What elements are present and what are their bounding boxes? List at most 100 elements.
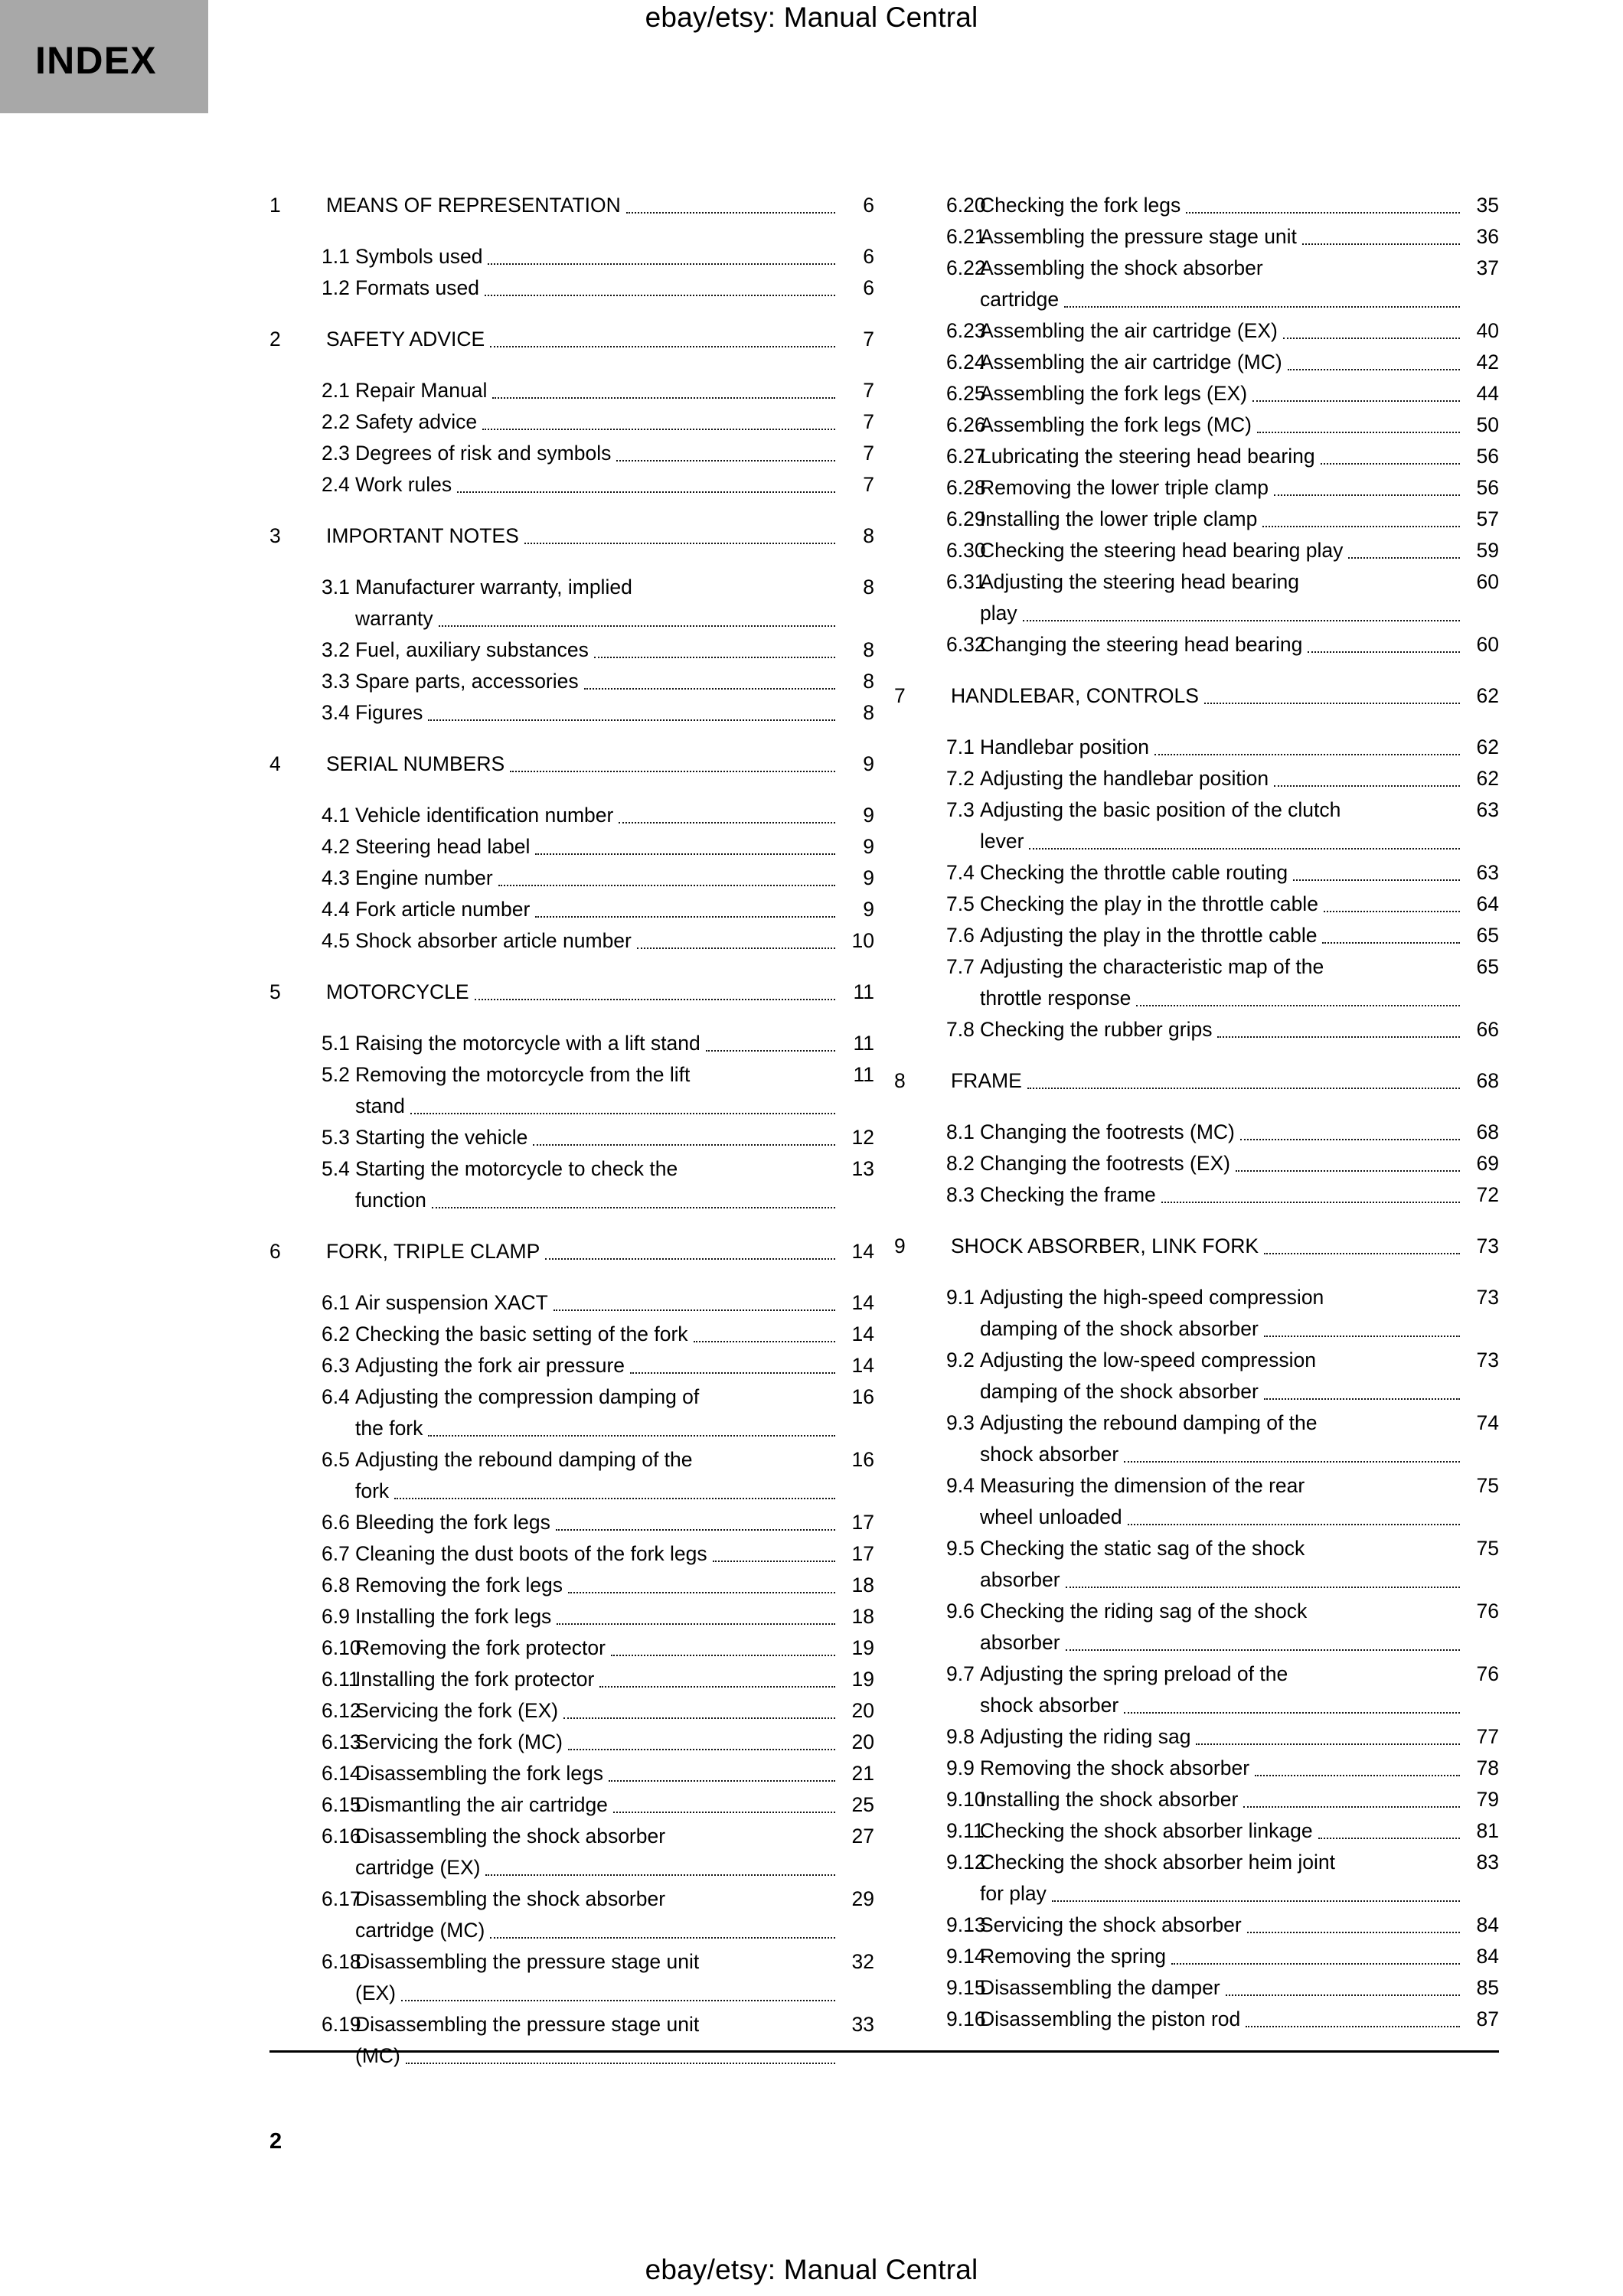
toc-entry[interactable]: 4.4 Fork article number 9 [269, 894, 874, 925]
toc-entry[interactable]: 9.11 Checking the shock absorber linkage 8… [894, 1815, 1499, 1847]
toc-entry[interactable]: 6.2 Checking the basic setting of the for… [269, 1319, 874, 1350]
toc-entry[interactable]: 6.5 Adjusting the rebound damping of the f… [269, 1444, 874, 1507]
toc-entry[interactable]: 6.4 Adjusting the compression damping of t… [269, 1381, 874, 1444]
toc-entry[interactable]: 7.2 Adjusting the handlebar position 62 [894, 763, 1499, 794]
toc-entry[interactable]: 9.7 Adjusting the spring preload of the sh… [894, 1658, 1499, 1721]
toc-entry-title: Safety advice [355, 410, 478, 433]
toc-entry[interactable]: 9.5 Checking the static sag of the shock a… [894, 1533, 1499, 1596]
toc-entry[interactable]: 5 MOTORCYCLE 11 [269, 977, 874, 1008]
toc-entry-page: 83 [1476, 1851, 1499, 1874]
toc-entry[interactable]: 2.2 Safety advice 7 [269, 406, 874, 438]
toc-leader-dots [1308, 651, 1460, 653]
toc-entry[interactable]: 9.13 Servicing the shock absorber 84 [894, 1910, 1499, 1941]
toc-entry[interactable]: 9.12 Checking the shock absorber heim joi… [894, 1847, 1499, 1910]
toc-entry[interactable]: 4.2 Steering head label 9 [269, 831, 874, 863]
toc-entry[interactable]: 7.5 Checking the play in the throttle cab… [894, 889, 1499, 920]
toc-entry[interactable]: 6.9 Installing the fork legs 18 [269, 1601, 874, 1632]
toc-leader-dots [1274, 494, 1460, 496]
toc-entry[interactable]: 9.15 Disassembling the damper 85 [894, 1972, 1499, 2004]
toc-entry[interactable]: 7.8 Checking the rubber grips 66 [894, 1014, 1499, 1045]
toc-entry[interactable]: 6.23 Assembling the air cartridge (EX) 40 [894, 315, 1499, 347]
toc-entry[interactable]: 2.1 Repair Manual 7 [269, 375, 874, 406]
toc-entry[interactable]: 3.3 Spare parts, accessories 8 [269, 666, 874, 697]
toc-entry[interactable]: 6.18 Disassembling the pressure stage uni… [269, 1946, 874, 2009]
toc-entry[interactable]: 2 SAFETY ADVICE 7 [269, 324, 874, 355]
toc-entry[interactable]: 6.8 Removing the fork legs 18 [269, 1570, 874, 1601]
toc-entry[interactable]: 2.3 Degrees of risk and symbols 7 [269, 438, 874, 469]
toc-entry[interactable]: 3 IMPORTANT NOTES 8 [269, 520, 874, 552]
toc-entry[interactable]: 6.12 Servicing the fork (EX) 20 [269, 1695, 874, 1727]
toc-entry-title-cont: lever [980, 830, 1024, 853]
toc-entry[interactable]: 6.19 Disassembling the pressure stage uni… [269, 2009, 874, 2072]
toc-entry[interactable]: 3.1 Manufacturer warranty, implied warrant… [269, 572, 874, 634]
toc-entry[interactable]: 9.14 Removing the spring 84 [894, 1941, 1499, 1972]
toc-entry[interactable]: 4.5 Shock absorber article number 10 [269, 925, 874, 957]
toc-entry-body: Bleeding the fork legs [355, 1507, 841, 1538]
toc-entry[interactable]: 2.4 Work rules 7 [269, 469, 874, 501]
toc-entry[interactable]: 1.2 Formats used 6 [269, 272, 874, 304]
toc-entry[interactable]: 3.2 Fuel, auxiliary substances 8 [269, 634, 874, 666]
toc-entry[interactable]: 6.21 Assembling the pressure stage unit 36 [894, 221, 1499, 253]
toc-entry[interactable]: 4 SERIAL NUMBERS 9 [269, 748, 874, 780]
toc-entry[interactable]: 8.2 Changing the footrests (EX) 69 [894, 1148, 1499, 1179]
toc-entry[interactable]: 6.20 Checking the fork legs 35 [894, 190, 1499, 221]
toc-entry[interactable]: 6.13 Servicing the fork (MC) 20 [269, 1727, 874, 1758]
toc-entry[interactable]: 6 FORK, TRIPLE CLAMP 14 [269, 1236, 874, 1267]
toc-entry-title: Checking the shock absorber heim joint [980, 1851, 1335, 1874]
toc-entry-body: Repair Manual [355, 375, 841, 406]
toc-entry[interactable]: 6.25 Assembling the fork legs (EX) 44 [894, 378, 1499, 409]
toc-entry[interactable]: 6.11 Installing the fork protector 19 [269, 1664, 874, 1695]
toc-entry[interactable]: 7.7 Adjusting the characteristic map of t… [894, 951, 1499, 1014]
toc-entry[interactable]: 6.24 Assembling the air cartridge (MC) 42 [894, 347, 1499, 378]
toc-entry[interactable]: 6.3 Adjusting the fork air pressure 14 [269, 1350, 874, 1381]
toc-entry[interactable]: 9.10 Installing the shock absorber 79 [894, 1784, 1499, 1815]
toc-entry[interactable]: 6.27 Lubricating the steering head bearin… [894, 441, 1499, 472]
toc-entry[interactable]: 4.3 Engine number 9 [269, 863, 874, 894]
toc-entry[interactable]: 6.29 Installing the lower triple clamp 57 [894, 504, 1499, 535]
toc-entry[interactable]: 6.6 Bleeding the fork legs 17 [269, 1507, 874, 1538]
toc-entry[interactable]: 9 SHOCK ABSORBER, LINK FORK 73 [894, 1231, 1499, 1262]
toc-entry[interactable]: 7.4 Checking the throttle cable routing 63 [894, 857, 1499, 889]
toc-leader-dots [438, 625, 835, 627]
toc-entry[interactable]: 6.10 Removing the fork protector 19 [269, 1632, 874, 1664]
toc-entry[interactable]: 6.1 Air suspension XACT 14 [269, 1287, 874, 1319]
toc-entry[interactable]: 9.4 Measuring the dimension of the rear wh… [894, 1470, 1499, 1533]
toc-entry[interactable]: 9.16 Disassembling the piston rod 87 [894, 2004, 1499, 2035]
toc-entry[interactable]: 5.4 Starting the motorcycle to check the f… [269, 1153, 874, 1216]
toc-entry[interactable]: 5.1 Raising the motorcycle with a lift st… [269, 1028, 874, 1059]
toc-entry[interactable]: 9.1 Adjusting the high-speed compression d… [894, 1282, 1499, 1345]
toc-entry-title: Lubricating the steering head bearing [980, 445, 1315, 468]
toc-entry[interactable]: 7.6 Adjusting the play in the throttle ca… [894, 920, 1499, 951]
toc-entry[interactable]: 9.2 Adjusting the low-speed compression da… [894, 1345, 1499, 1407]
toc-entry-number: 6.17 [322, 1887, 361, 1910]
toc-entry[interactable]: 6.22 Assembling the shock absorber cartrid… [894, 253, 1499, 315]
toc-entry[interactable]: 6.17 Disassembling the shock absorber cart… [269, 1883, 874, 1946]
toc-entry-number: 6.19 [322, 2013, 361, 2036]
toc-entry[interactable]: 6.15 Dismantling the air cartridge 25 [269, 1789, 874, 1821]
toc-entry[interactable]: 5.3 Starting the vehicle 12 [269, 1122, 874, 1153]
toc-entry[interactable]: 6.26 Assembling the fork legs (MC) 50 [894, 409, 1499, 441]
toc-entry-title: Steering head label [355, 835, 531, 858]
toc-entry[interactable]: 6.31 Adjusting the steering head bearing p… [894, 566, 1499, 629]
toc-entry[interactable]: 9.9 Removing the shock absorber 78 [894, 1753, 1499, 1784]
toc-entry[interactable]: 1 MEANS OF REPRESENTATION 6 [269, 190, 874, 221]
toc-entry[interactable]: 8 FRAME 68 [894, 1065, 1499, 1097]
toc-entry[interactable]: 4.1 Vehicle identification number 9 [269, 800, 874, 831]
toc-entry[interactable]: 6.32 Changing the steering head bearing 60 [894, 629, 1499, 660]
toc-entry[interactable]: 3.4 Figures 8 [269, 697, 874, 729]
toc-entry[interactable]: 5.2 Removing the motorcycle from the lift… [269, 1059, 874, 1122]
toc-entry[interactable]: 6.28 Removing the lower triple clamp 56 [894, 472, 1499, 504]
toc-entry[interactable]: 6.30 Checking the steering head bearing p… [894, 535, 1499, 566]
toc-entry[interactable]: 6.7 Cleaning the dust boots of the fork l… [269, 1538, 874, 1570]
toc-entry[interactable]: 6.16 Disassembling the shock absorber cart… [269, 1821, 874, 1883]
toc-entry[interactable]: 6.14 Disassembling the fork legs 21 [269, 1758, 874, 1789]
toc-entry[interactable]: 8.1 Changing the footrests (MC) 68 [894, 1117, 1499, 1148]
toc-entry[interactable]: 8.3 Checking the frame 72 [894, 1179, 1499, 1211]
toc-entry[interactable]: 9.6 Checking the riding sag of the shock a… [894, 1596, 1499, 1658]
toc-entry[interactable]: 7.1 Handlebar position 62 [894, 732, 1499, 763]
toc-entry[interactable]: 9.3 Adjusting the rebound damping of the s… [894, 1407, 1499, 1470]
toc-entry[interactable]: 7 HANDLEBAR, CONTROLS 62 [894, 680, 1499, 712]
toc-entry[interactable]: 9.8 Adjusting the riding sag 77 [894, 1721, 1499, 1753]
toc-entry[interactable]: 7.3 Adjusting the basic position of the c… [894, 794, 1499, 857]
toc-entry[interactable]: 1.1 Symbols used 6 [269, 241, 874, 272]
